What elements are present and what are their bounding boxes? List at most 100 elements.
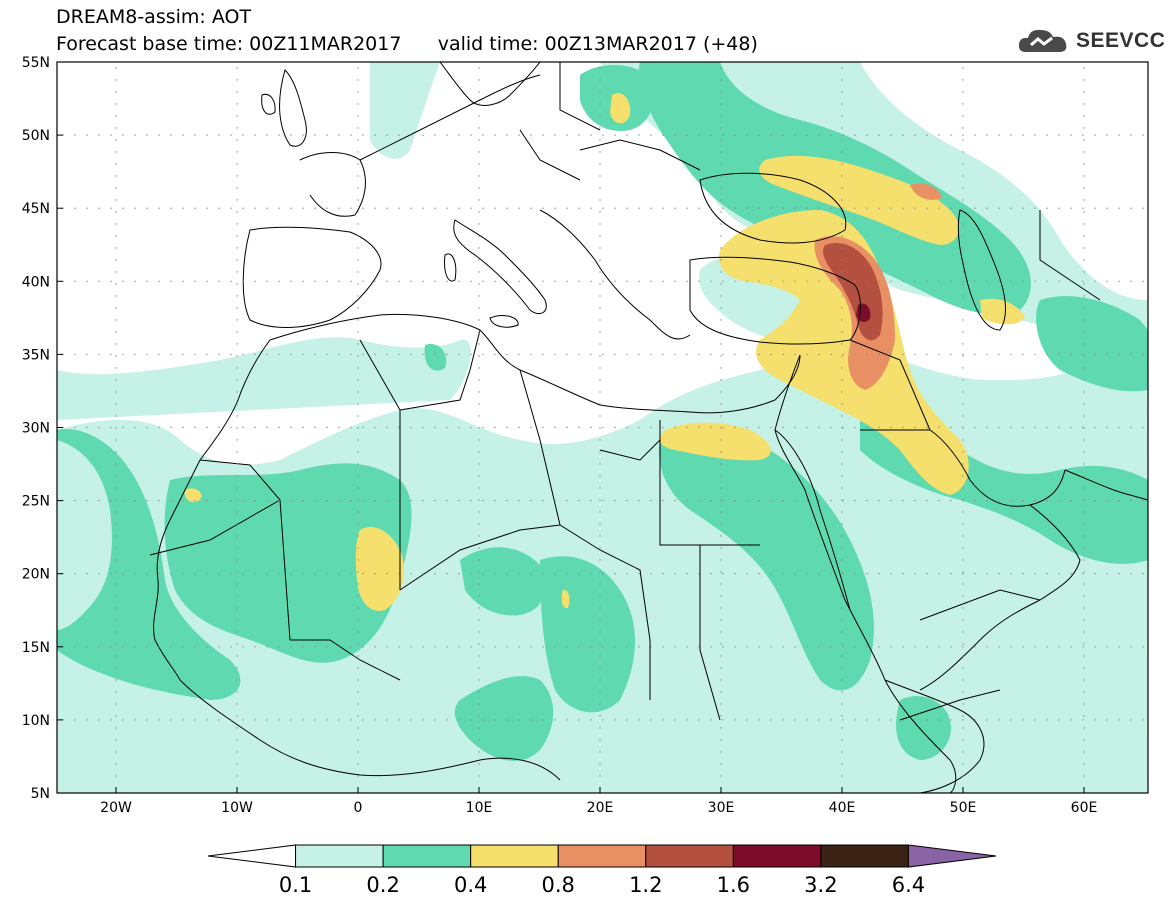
grid-dot [1082,719,1084,721]
grid-dot [115,367,117,369]
grid-dot [357,79,359,81]
grid-dot [890,426,892,429]
grid-dot [357,247,359,249]
grid-dot [841,559,843,561]
grid-dot [986,353,988,356]
grid-dot [458,719,460,721]
grid-dot [254,134,256,136]
grid-dot [950,573,952,575]
grid-dot [115,511,117,513]
grid-dot [236,319,238,321]
grid-dot [599,559,601,561]
grid-dot [357,691,359,693]
grid-dot [357,631,359,633]
grid-dot [878,353,880,356]
grid-dot [1083,667,1085,669]
grid-dot [236,487,238,489]
grid-dot [1142,426,1144,429]
grid-dot [599,151,601,153]
grid-dot [494,719,496,721]
grid-dot [599,367,601,369]
grid-dot [338,646,340,648]
grid-dot [350,353,352,356]
grid-dot [254,353,256,356]
grid-dot [74,499,76,502]
grid-dot [1083,643,1085,645]
grid-dot [115,211,117,213]
grid-dot [542,134,544,136]
grid-dot [206,499,208,502]
grid-dot [236,643,238,645]
grid-dot [194,719,196,721]
grid-dot [254,646,256,648]
grid-dot [194,646,196,648]
grid-dot [236,715,238,717]
grid-dot [218,207,220,209]
grid-dot [950,353,952,356]
grid-dot [458,426,460,429]
grid-dot [841,79,843,81]
grid-dot [590,499,592,502]
grid-dot [357,739,359,741]
grid-dot [266,573,268,575]
grid-dot [866,499,868,502]
grid-dot [734,207,736,209]
grid-dot [98,573,100,575]
grid-dot [830,499,832,502]
grid-dot [182,134,184,136]
grid-dot [1034,719,1036,721]
grid-dot [478,319,480,321]
grid-dot [478,139,480,141]
grid-dot [194,353,196,356]
grid-dot [446,426,448,429]
grid-dot [478,79,480,81]
grid-dot [599,259,601,261]
grid-dot [518,426,520,429]
grid-dot [720,523,722,525]
grid-dot [854,719,856,721]
grid-dot [422,280,424,282]
grid-dot [841,523,843,525]
grid-dot [578,573,580,575]
grid-dot [357,511,359,513]
grid-dot [1070,426,1072,429]
grid-dot [115,283,117,285]
grid-dot [566,280,568,282]
grid-dot [478,631,480,633]
grid-dot [926,499,928,502]
grid-dot [650,646,652,648]
grid-dot [362,134,364,136]
grid-dot [478,451,480,453]
grid-dot [626,426,628,429]
grid-dot [115,559,117,561]
grid-dot [494,134,496,136]
grid-dot [962,115,964,117]
grid-dot [962,523,964,525]
grid-dot [236,115,238,117]
grid-dot [818,573,820,575]
grid-dot [434,646,436,648]
grid-dot [1010,499,1012,502]
grid-dot [506,134,508,136]
grid-dot [218,353,220,356]
grid-dot [890,207,892,209]
grid-dot [470,426,472,429]
grid-dot [350,207,352,209]
grid-dot [115,775,117,777]
grid-dot [236,79,238,81]
grid-dot [1010,207,1012,209]
grid-dot [236,199,238,201]
grid-dot [1083,535,1085,537]
grid-dot [1142,207,1144,209]
grid-dot [854,573,856,575]
grid-dot [818,426,820,429]
grid-dot [350,134,352,136]
lat-label: 55N [22,55,50,71]
grid-dot [602,719,604,721]
grid-dot [650,426,652,429]
grid-dot [974,207,976,209]
grid-dot [720,583,722,585]
grid-dot [818,353,820,356]
grid-dot [841,715,843,717]
grid-dot [98,426,100,429]
